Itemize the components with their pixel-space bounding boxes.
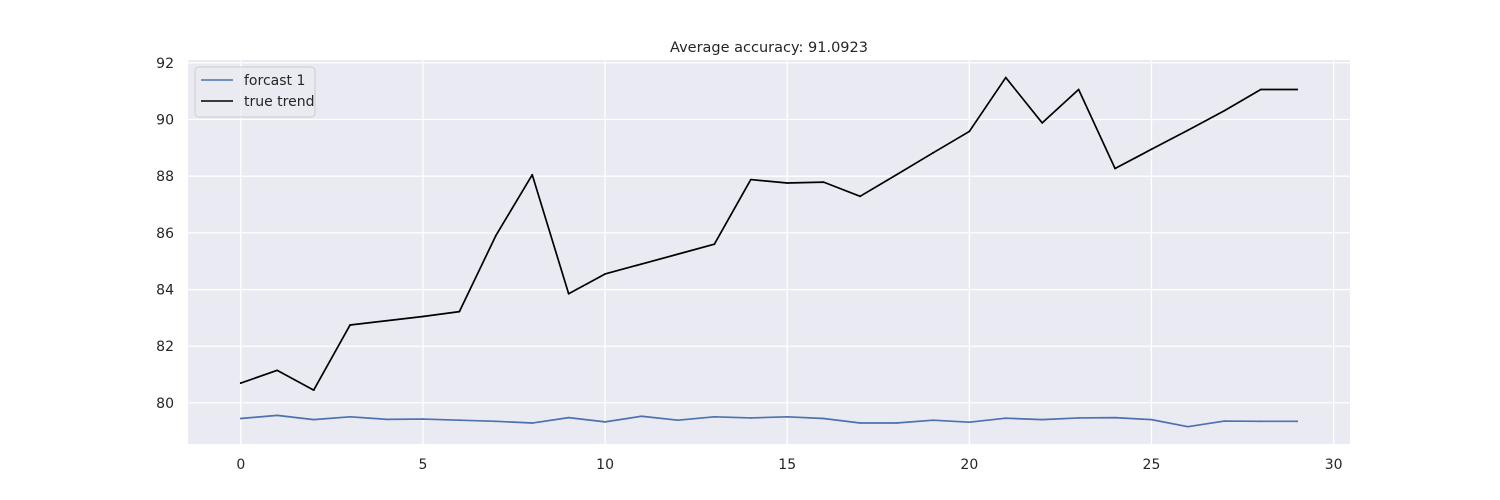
data-point-true-trend bbox=[1296, 88, 1299, 91]
data-point-forcast-1 bbox=[822, 417, 825, 420]
data-point-true-trend bbox=[276, 369, 279, 372]
data-point-forcast-1 bbox=[312, 418, 315, 421]
data-point-forcast-1 bbox=[677, 419, 679, 422]
y-tick-label: 90 bbox=[156, 113, 174, 129]
y-tick-label: 80 bbox=[156, 396, 174, 412]
data-point-forcast-1 bbox=[1187, 425, 1189, 428]
data-point-true-trend bbox=[239, 382, 242, 384]
y-tick-label: 92 bbox=[156, 56, 174, 72]
data-point-true-trend bbox=[786, 182, 789, 184]
legend-label-forcast-1: forcast 1 bbox=[244, 73, 305, 89]
tick-labels: 0 5 10 15 20 25 30 80 82 84 86 88 90 92 bbox=[156, 56, 1342, 473]
data-point-true-trend bbox=[1114, 167, 1116, 170]
data-point-true-trend bbox=[422, 315, 424, 318]
data-point-forcast-1 bbox=[1296, 420, 1299, 423]
x-tick-label: 20 bbox=[960, 457, 978, 473]
data-point-true-trend bbox=[458, 310, 461, 313]
data-point-true-trend bbox=[531, 173, 534, 176]
plot-background bbox=[188, 60, 1350, 444]
x-tick-label: 25 bbox=[1143, 457, 1161, 473]
data-point-forcast-1 bbox=[458, 419, 461, 422]
data-point-forcast-1 bbox=[1077, 417, 1080, 419]
data-point-forcast-1 bbox=[640, 415, 643, 418]
data-point-true-trend bbox=[349, 324, 351, 326]
data-point-true-trend bbox=[749, 178, 752, 181]
x-tick-label: 0 bbox=[236, 457, 245, 473]
chart-title: Average accuracy: 91.0923 bbox=[670, 40, 868, 56]
y-tick-label: 86 bbox=[156, 226, 174, 242]
y-tick-label: 84 bbox=[156, 283, 174, 299]
data-point-forcast-1 bbox=[713, 415, 716, 418]
data-point-true-trend bbox=[604, 273, 606, 275]
series-layer bbox=[239, 76, 1299, 428]
data-point-true-trend bbox=[968, 130, 971, 133]
series-line-true-trend bbox=[239, 76, 1299, 391]
series-line-forcast-1 bbox=[239, 414, 1299, 428]
data-point-true-trend bbox=[1150, 148, 1153, 151]
data-point-true-trend bbox=[1041, 122, 1044, 124]
x-tick-label: 10 bbox=[596, 457, 614, 473]
data-point-forcast-1 bbox=[932, 419, 934, 422]
data-point-true-trend bbox=[895, 173, 898, 176]
data-point-forcast-1 bbox=[1041, 418, 1044, 421]
data-point-forcast-1 bbox=[567, 416, 570, 419]
data-point-true-trend bbox=[567, 292, 570, 295]
data-point-forcast-1 bbox=[604, 420, 606, 423]
data-point-forcast-1 bbox=[968, 421, 971, 424]
grid-lines bbox=[188, 60, 1350, 444]
data-point-true-trend bbox=[494, 234, 497, 237]
data-point-true-trend bbox=[1259, 88, 1262, 91]
y-tick-label: 82 bbox=[156, 339, 174, 355]
data-point-forcast-1 bbox=[1259, 420, 1262, 423]
data-point-true-trend bbox=[1223, 109, 1226, 112]
data-point-forcast-1 bbox=[1114, 416, 1116, 419]
data-point-forcast-1 bbox=[422, 418, 424, 420]
legend-label-true-trend: true trend bbox=[244, 94, 315, 110]
x-tick-label: 30 bbox=[1325, 457, 1343, 473]
data-point-forcast-1 bbox=[1223, 420, 1226, 422]
data-point-forcast-1 bbox=[385, 418, 388, 421]
data-point-forcast-1 bbox=[1004, 417, 1007, 420]
x-tick-label: 15 bbox=[778, 457, 796, 473]
data-point-forcast-1 bbox=[276, 414, 279, 417]
data-point-true-trend bbox=[713, 243, 716, 246]
data-point-forcast-1 bbox=[531, 422, 534, 424]
data-point-forcast-1 bbox=[494, 420, 497, 423]
data-point-true-trend bbox=[1187, 129, 1189, 132]
data-point-forcast-1 bbox=[859, 422, 861, 424]
data-point-forcast-1 bbox=[895, 422, 898, 424]
data-point-true-trend bbox=[1004, 76, 1007, 79]
data-point-forcast-1 bbox=[349, 415, 351, 418]
data-point-forcast-1 bbox=[786, 415, 789, 418]
data-point-forcast-1 bbox=[1150, 418, 1153, 421]
data-point-true-trend bbox=[312, 389, 315, 392]
y-tick-label: 88 bbox=[156, 169, 174, 185]
legend: forcast 1 true trend bbox=[194, 66, 316, 118]
data-point-true-trend bbox=[677, 253, 679, 256]
data-point-true-trend bbox=[932, 152, 934, 154]
x-tick-label: 5 bbox=[418, 457, 427, 473]
data-point-forcast-1 bbox=[239, 417, 242, 420]
data-point-true-trend bbox=[640, 263, 643, 265]
data-point-forcast-1 bbox=[749, 417, 752, 419]
data-point-true-trend bbox=[859, 195, 861, 198]
data-point-true-trend bbox=[822, 181, 825, 184]
data-point-true-trend bbox=[1077, 88, 1080, 91]
data-point-true-trend bbox=[385, 319, 388, 322]
